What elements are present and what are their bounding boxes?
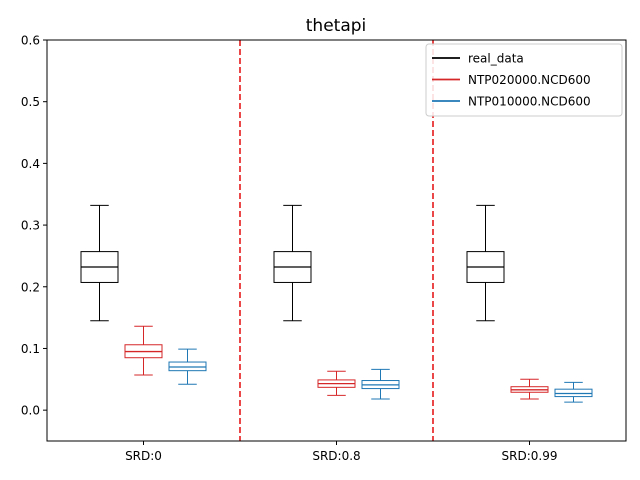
y-tick-label: 0.4 bbox=[21, 157, 40, 171]
y-tick-label: 0.3 bbox=[21, 219, 40, 233]
box-real_data-SRD:0.8 bbox=[273, 204, 312, 322]
y-tick-label: 0.0 bbox=[21, 404, 40, 418]
box-NTP010000.NCD600-SRD:0.99 bbox=[554, 381, 593, 403]
x-axis: SRD:0 SRD:0.8 SRD:0.99 bbox=[125, 441, 557, 463]
box-NTP020000.NCD600-SRD:0.99 bbox=[510, 378, 549, 400]
chart-title: thetapi bbox=[306, 16, 367, 36]
box-real_data-SRD:0.99 bbox=[466, 204, 505, 322]
legend-label: NTP020000.NCD600 bbox=[468, 73, 591, 87]
x-tick-label: SRD:0.99 bbox=[502, 449, 558, 463]
y-tick-label: 0.6 bbox=[21, 34, 40, 48]
legend-label: NTP010000.NCD600 bbox=[468, 95, 591, 109]
legend-label: real_data bbox=[468, 52, 524, 66]
box-NTP010000.NCD600-SRD:0.8 bbox=[361, 368, 400, 400]
legend-box bbox=[425, 43, 623, 117]
x-tick-label: SRD:0 bbox=[125, 449, 162, 463]
box-real_data-SRD:0 bbox=[80, 204, 119, 322]
box-NTP020000.NCD600-SRD:0 bbox=[124, 325, 163, 376]
legend: real_data NTP020000.NCD600 NTP010000.NCD60… bbox=[425, 43, 623, 117]
x-tick-label: SRD:0.8 bbox=[312, 449, 360, 463]
y-tick-label: 0.2 bbox=[21, 280, 40, 294]
box-NTP010000.NCD600-SRD:0 bbox=[168, 348, 207, 385]
box-NTP020000.NCD600-SRD:0.8 bbox=[317, 370, 356, 396]
y-tick-label: 0.1 bbox=[21, 342, 40, 356]
y-axis: 0.0 0.1 0.2 0.3 0.4 0.5 0.6 bbox=[21, 34, 47, 418]
y-tick-label: 0.5 bbox=[21, 95, 40, 109]
